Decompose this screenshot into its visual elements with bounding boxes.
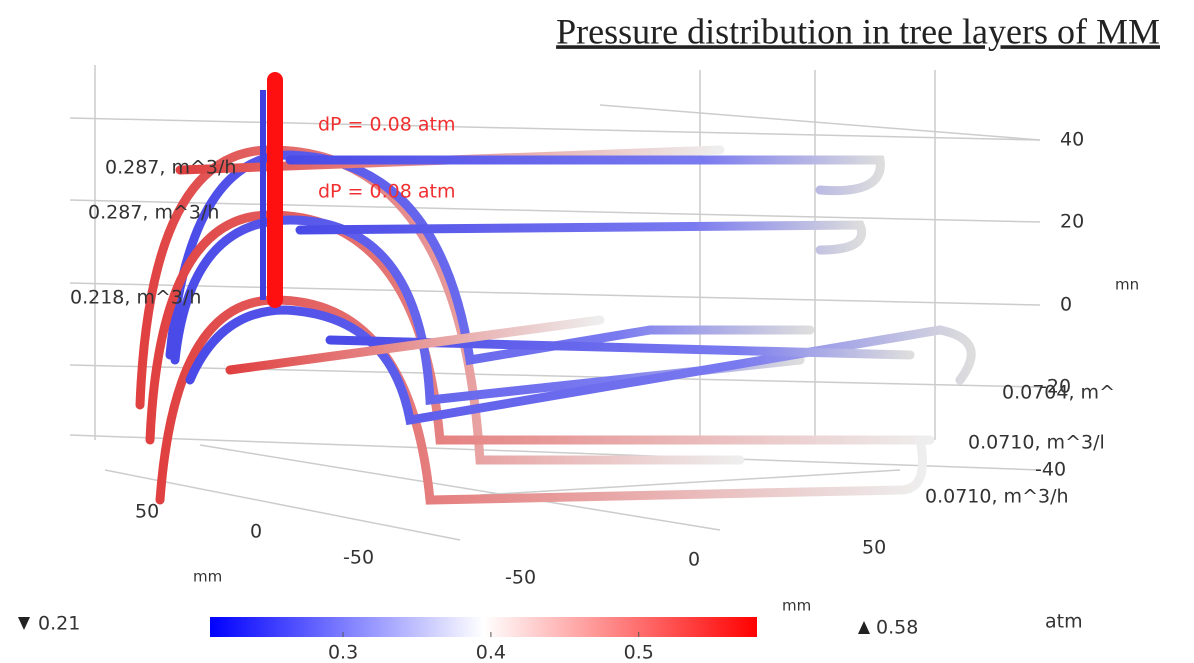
colorbar-min: 0.21	[38, 613, 80, 635]
flow-label: 0.287, m^3/h	[88, 202, 219, 224]
colorbar	[210, 617, 757, 637]
max-marker	[858, 621, 870, 634]
flow-label: 0.0710, m^3/l	[968, 432, 1105, 454]
colorbar-max: 0.58	[876, 617, 918, 639]
colorbar-tick-label: 0.3	[328, 642, 358, 663]
y-tick-label: 0	[250, 521, 262, 543]
annotation: dP = 0.08 atm	[318, 114, 455, 136]
z-unit: mn	[1115, 276, 1139, 294]
z-tick-label: 20	[1060, 211, 1084, 233]
grid	[69, 65, 1041, 541]
x-tick-label: 0	[688, 549, 700, 571]
colorbar-tick-label: 0.4	[476, 642, 506, 663]
x-tick-label: -50	[505, 567, 536, 589]
title: Pressure distribution in tree layers of …	[556, 11, 1160, 51]
y-tick-label: -50	[343, 547, 374, 569]
flow-label: 0.287, m^3/h	[105, 157, 236, 179]
x-unit: mm	[782, 597, 811, 615]
y-tick-label: 50	[135, 501, 159, 523]
z-tick-label: -20	[1040, 376, 1071, 398]
z-tick-label: 0	[1060, 294, 1072, 316]
tubes	[135, 72, 976, 505]
colorbar-tick-label: 0.5	[624, 642, 654, 663]
colorbar-ticks: 0.3 0.4 0.5	[328, 632, 654, 663]
annotation: dP = 0.08 atm	[318, 181, 455, 203]
x-tick-label: 50	[862, 537, 886, 559]
flow-label: 0.0704, m^	[1002, 382, 1115, 404]
min-marker	[18, 617, 30, 630]
flow-label: 0.0710, m^3/h	[925, 486, 1069, 508]
colorbar-unit: atm	[1045, 611, 1083, 633]
flow-label: 0.218, m^3/h	[70, 287, 201, 309]
z-tick-label: -40	[1035, 459, 1066, 481]
y-unit: mm	[193, 568, 222, 586]
z-tick-label: 40	[1060, 129, 1084, 151]
